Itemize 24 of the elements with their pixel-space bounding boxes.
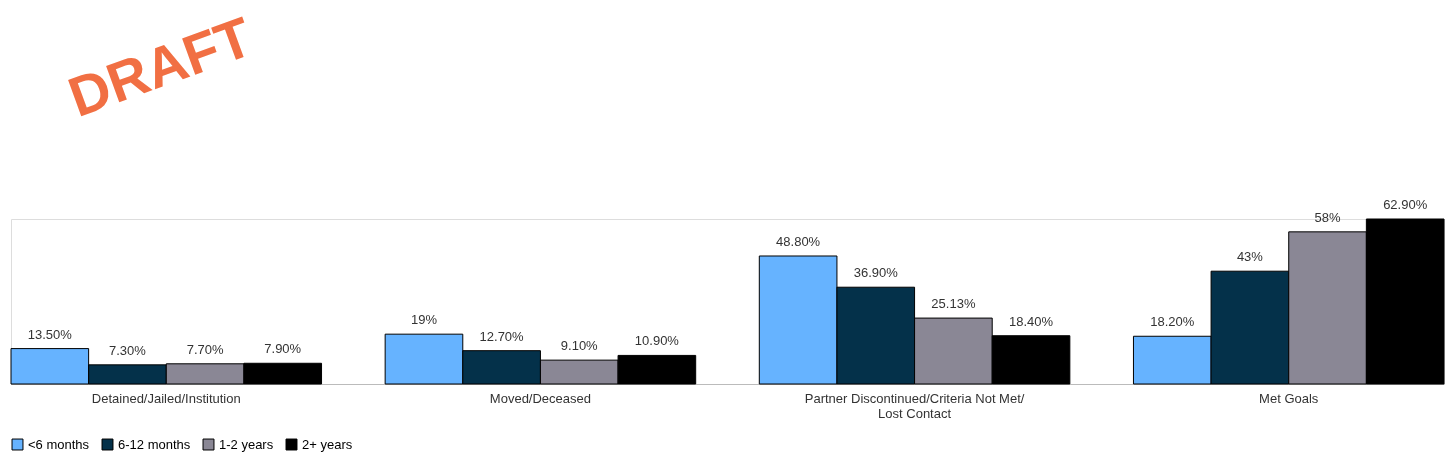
data-label: 62.90%: [1383, 197, 1428, 212]
data-label: 9.10%: [560, 338, 599, 354]
x-tick-label: Partner Discontinued/Criteria Not Met/ Lost Contact: [804, 390, 1025, 421]
data-label: 7.70%: [186, 341, 224, 357]
data-label: 19%: [410, 312, 438, 328]
data-label: 18.40%: [1008, 313, 1054, 329]
data-label: 13.50%: [27, 326, 73, 342]
data-label: 36.90%: [853, 265, 899, 281]
legend-label: <6 months: [28, 436, 90, 452]
data-label: 48.80%: [776, 233, 821, 249]
data-label: 10.90%: [634, 333, 680, 349]
data-label: 43%: [1236, 249, 1264, 265]
legend-label: 1-2 years: [219, 436, 274, 452]
data-label: 7.90%: [264, 341, 302, 357]
x-tick-label: Met Goals: [1259, 390, 1319, 406]
data-label: 18.20%: [1150, 314, 1195, 330]
data-label: 58%: [1314, 209, 1341, 225]
x-tick-label: Detained/Jailed/Institution: [91, 390, 241, 406]
x-tick-label: Moved/Deceased: [489, 390, 592, 406]
data-label: 12.70%: [479, 328, 525, 344]
legend-label: 6-12 months: [118, 436, 191, 452]
legend-label: 2+ years: [302, 436, 353, 452]
data-label: 25.13%: [931, 296, 976, 312]
data-label: 7.30%: [109, 342, 147, 358]
